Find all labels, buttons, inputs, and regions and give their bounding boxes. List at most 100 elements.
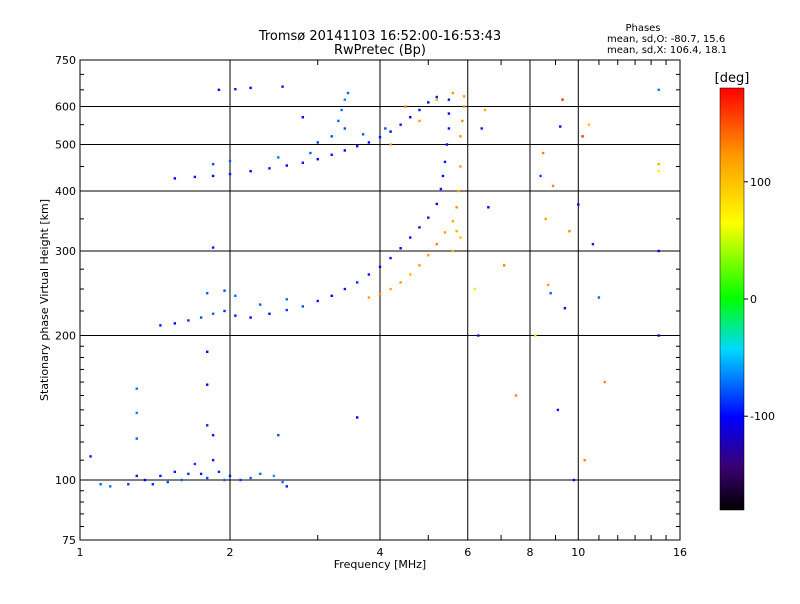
data-point: [480, 127, 483, 130]
data-point: [135, 437, 138, 440]
data-point: [427, 216, 430, 219]
data-point: [259, 472, 262, 476]
y-tick-label: 500: [55, 139, 76, 152]
phase-stats-o: mean, sd,O: -80.7, 15.6: [607, 34, 725, 45]
data-point: [459, 135, 462, 138]
data-point: [597, 296, 601, 299]
data-point: [180, 478, 183, 482]
data-point: [187, 319, 190, 322]
data-point: [657, 334, 660, 337]
data-point: [285, 298, 288, 301]
data-point: [455, 229, 458, 233]
data-point: [587, 123, 591, 126]
colorbar-tick-label: 100: [750, 176, 771, 189]
data-point: [316, 158, 319, 161]
data-point: [211, 433, 215, 437]
data-point: [583, 458, 586, 462]
data-point: [487, 206, 490, 209]
data-point: [135, 387, 138, 390]
data-point: [211, 162, 215, 166]
data-point: [234, 294, 237, 297]
data-point: [461, 119, 464, 123]
y-tick-label: 300: [55, 245, 76, 258]
data-point: [568, 229, 571, 233]
data-point: [459, 236, 462, 239]
data-point: [427, 254, 430, 257]
data-point: [249, 476, 252, 480]
data-point: [399, 281, 402, 284]
data-point: [281, 85, 284, 88]
data-point: [187, 472, 190, 476]
data-point: [591, 242, 595, 246]
x-tick-label: 4: [377, 546, 384, 559]
data-point: [457, 189, 460, 193]
chart-title: Tromsø 20141103 16:52:00-16:53:43: [258, 29, 501, 44]
data-point: [549, 292, 552, 295]
colorbar-label: [deg]: [715, 71, 750, 86]
data-point: [173, 322, 177, 325]
data-point: [418, 264, 421, 267]
data-point: [330, 294, 333, 297]
data-point: [340, 108, 343, 112]
phase-stats-x: mean, sd,X: 106.4, 18.1: [607, 45, 727, 56]
data-point: [228, 474, 232, 478]
data-point: [418, 108, 421, 112]
data-point: [159, 324, 162, 327]
grid-lines: [80, 60, 680, 540]
data-point: [272, 474, 276, 478]
data-point: [217, 470, 221, 474]
data-point: [151, 483, 155, 486]
data-point: [657, 169, 660, 173]
data-point: [228, 159, 232, 163]
data-point: [483, 108, 487, 112]
data-point: [343, 149, 347, 152]
colorbar: [719, 87, 745, 511]
y-tick-label: 600: [55, 101, 76, 114]
data-point: [389, 143, 392, 146]
data-point: [399, 247, 402, 250]
y-tick-label: 75: [62, 534, 76, 547]
colorbar-tick-label: -100: [750, 410, 775, 423]
data-point: [211, 174, 215, 178]
data-point: [367, 141, 371, 144]
data-point: [173, 177, 177, 180]
data-points: [89, 85, 660, 488]
data-point: [223, 478, 226, 482]
data-point: [127, 483, 130, 486]
data-point: [223, 309, 226, 313]
data-point: [384, 127, 387, 130]
data-point: [199, 472, 203, 476]
data-point: [447, 98, 451, 101]
data-point: [205, 350, 209, 353]
data-point: [544, 217, 547, 221]
data-point: [285, 308, 288, 312]
data-point: [435, 202, 438, 206]
colorbar-tick-label: 0: [750, 293, 757, 306]
colorbar-ticks: 100 0 -100: [744, 176, 775, 423]
data-point: [546, 283, 550, 287]
data-point: [99, 483, 102, 486]
data-point: [447, 127, 451, 130]
y-tick-label: 400: [55, 185, 76, 198]
data-point: [367, 273, 371, 276]
chart-subtitle: RwPretec (Bp): [334, 43, 426, 58]
data-point: [435, 98, 438, 101]
y-tick-label: 750: [55, 54, 76, 67]
data-point: [389, 287, 392, 291]
data-point: [462, 105, 466, 108]
data-point: [418, 226, 421, 229]
data-point: [551, 184, 555, 188]
data-point: [211, 458, 215, 462]
data-point: [399, 123, 402, 126]
data-point: [309, 151, 312, 155]
data-point: [541, 151, 545, 155]
data-point: [539, 174, 542, 178]
x-axis-label: Frequency [MHz]: [334, 558, 426, 571]
data-point: [514, 394, 518, 397]
data-point: [346, 91, 350, 95]
data-point: [301, 161, 305, 165]
data-point: [301, 116, 305, 119]
data-point: [378, 265, 382, 269]
